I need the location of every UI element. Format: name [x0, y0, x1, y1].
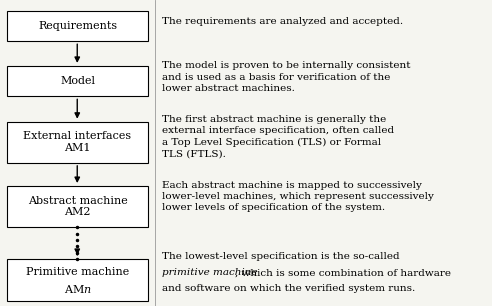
Text: primitive machine: primitive machine [162, 268, 258, 277]
Text: The model is proven to be internally consistent
and is used as a basis for verif: The model is proven to be internally con… [162, 61, 411, 93]
Text: The lowest-level specification is the so-called: The lowest-level specification is the so… [162, 252, 400, 261]
Bar [7, 11, 148, 41]
Text: Each abstract machine is mapped to successively
lower-level machines, which repr: Each abstract machine is mapped to succe… [162, 181, 434, 212]
Text: and software on which the verified system runs.: and software on which the verified syste… [162, 284, 416, 293]
Bar [7, 259, 148, 300]
Text: , which is some combination of hardware: , which is some combination of hardware [235, 268, 451, 277]
Bar [7, 121, 148, 163]
Bar [7, 186, 148, 227]
Text: Abstract machine
AM2: Abstract machine AM2 [28, 196, 127, 217]
Text: The first abstract machine is generally the
external interface specification, of: The first abstract machine is generally … [162, 115, 395, 158]
Bar [7, 66, 148, 96]
Text: Primitive machine: Primitive machine [26, 267, 129, 277]
Text: Requirements: Requirements [38, 21, 117, 31]
Text: AM$n$: AM$n$ [63, 283, 92, 295]
Text: Model: Model [60, 76, 95, 86]
Text: External interfaces
AM1: External interfaces AM1 [24, 132, 131, 153]
Text: The requirements are analyzed and accepted.: The requirements are analyzed and accept… [162, 17, 403, 26]
